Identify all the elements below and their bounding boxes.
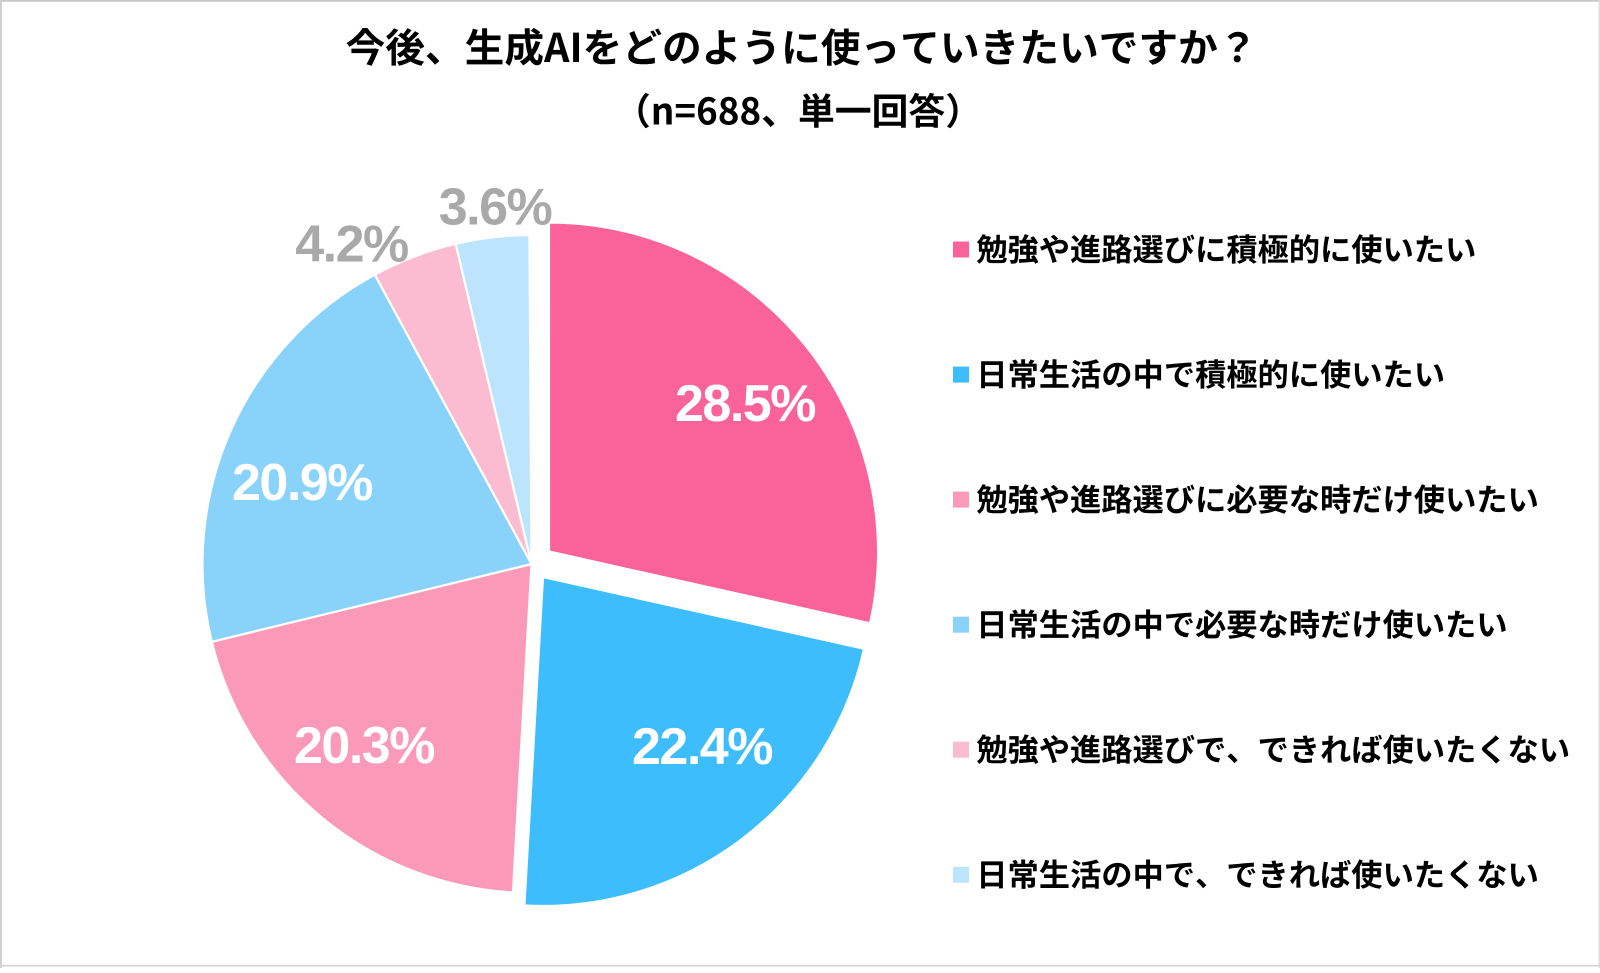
svg-text:3.6%: 3.6% bbox=[439, 179, 552, 237]
svg-text:4.2%: 4.2% bbox=[295, 216, 408, 274]
svg-text:22.4%: 22.4% bbox=[632, 718, 772, 776]
svg-text:20.3%: 20.3% bbox=[294, 717, 434, 775]
svg-text:20.9%: 20.9% bbox=[232, 454, 372, 512]
svg-text:28.5%: 28.5% bbox=[675, 375, 815, 433]
